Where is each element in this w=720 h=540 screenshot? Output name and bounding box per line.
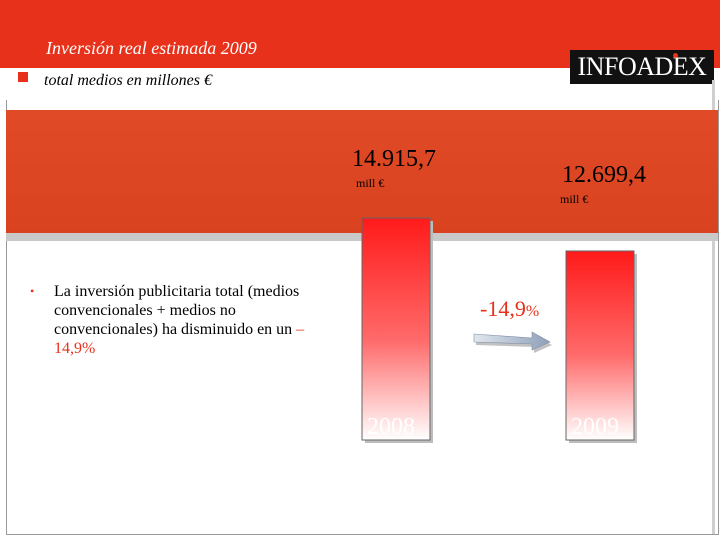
content-frame bbox=[6, 100, 719, 535]
summary-bullet: • La inversión publicitaria total (medio… bbox=[30, 282, 320, 358]
category-label-2009: 2009 bbox=[571, 414, 619, 440]
page-title: Inversión real estimada 2009 bbox=[46, 38, 257, 58]
bar-unit-2009: mill € bbox=[560, 192, 589, 206]
change-label: -14,9% bbox=[480, 296, 539, 322]
bar-unit-2008: mill € bbox=[356, 176, 385, 190]
summary-highlight: –14,9% bbox=[54, 321, 305, 357]
category-label-2008: 2008 bbox=[367, 414, 415, 440]
frame-shadow bbox=[712, 80, 715, 534]
infoadex-logo: INFOADEX bbox=[570, 50, 714, 84]
page-subtitle: total medios en millones € bbox=[44, 72, 212, 89]
bar-2008 bbox=[361, 217, 431, 441]
change-value: -14,9 bbox=[480, 296, 526, 321]
decorative-square bbox=[18, 72, 28, 82]
bullet-icon: • bbox=[30, 284, 35, 298]
logo-dot-icon bbox=[673, 53, 678, 58]
bar-value-2008: 14.915,7 bbox=[352, 146, 436, 172]
logo-text: INFOADEX bbox=[577, 52, 707, 81]
summary-text: La inversión publicitaria total (medios … bbox=[54, 282, 320, 358]
change-unit: % bbox=[525, 303, 540, 320]
bar-value-2009: 12.699,4 bbox=[562, 162, 646, 188]
trend-arrow-icon bbox=[473, 331, 552, 353]
bar-2009 bbox=[565, 250, 635, 441]
summary-body: La inversión publicitaria total (medios … bbox=[54, 283, 300, 338]
subtitle-box: total medios en millones € bbox=[38, 68, 558, 98]
